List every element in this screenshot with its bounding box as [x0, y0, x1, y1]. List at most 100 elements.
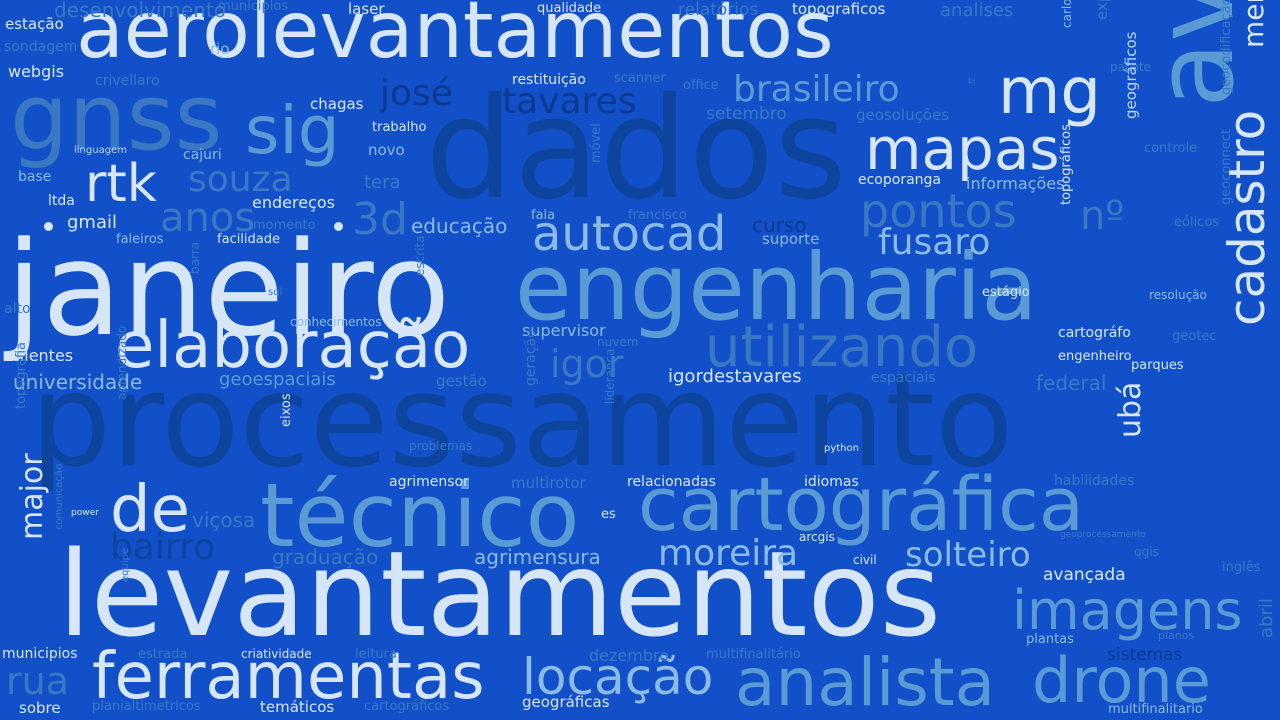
word-topograficos-v: topográficos — [1059, 124, 1074, 205]
word-setembro: setembro — [706, 104, 787, 124]
word-estagio: estágio — [982, 285, 1030, 300]
word-tavares: tavares — [502, 81, 637, 122]
word-arcgis: arcgis — [799, 530, 835, 544]
word-municipios-2: municipios — [2, 646, 78, 662]
word-eolicos: eólicos — [1174, 215, 1220, 230]
word-analises: analises — [940, 0, 1014, 21]
word-comunicacao: comunicação — [54, 463, 65, 530]
word-rio: rio — [210, 40, 230, 58]
word-federal: federal — [1036, 371, 1107, 395]
word-abril: abril — [1256, 598, 1277, 638]
word-ltda: ltda — [48, 193, 75, 209]
word-pacote: pacote — [1110, 60, 1151, 74]
word-relatorios: relatórios — [678, 0, 759, 20]
word-ferramentas: ferramentas — [92, 640, 485, 714]
word-gnss: gnss — [10, 64, 223, 171]
word-tera: tera — [364, 172, 401, 193]
word-equipe: equipe — [120, 547, 131, 582]
word-elaboracao: elaboração — [115, 309, 471, 383]
word-utilizando: utilizando — [705, 315, 979, 380]
word-bi: bi — [968, 76, 976, 85]
word-linguagem: linguagem — [74, 145, 127, 156]
word-espaciais: espaciais — [871, 370, 936, 386]
word-brasileiro: brasileiro — [733, 69, 900, 110]
word-habilidades: habilidades — [1054, 473, 1135, 489]
word-restituicao: restituição — [512, 72, 586, 88]
word-universidade: universidade — [13, 370, 143, 394]
word-geoespaciais: geoespaciais — [219, 369, 336, 390]
word-rua: rua — [6, 659, 69, 703]
word-sig: sig — [245, 92, 340, 169]
word-movel: móvel — [589, 123, 604, 163]
word-engenharia: engenharia — [515, 234, 1038, 341]
word-educacao: educação — [411, 214, 508, 238]
word-crivellaro: crivellaro — [95, 73, 160, 89]
word-dezembro: dezembro — [589, 646, 669, 665]
word-cartografica: cartográfica — [638, 462, 1085, 548]
word-tematicos: temáticos — [260, 698, 335, 716]
word-desenvolvimento: desenvolvimento — [54, 0, 226, 22]
dot-marker — [334, 222, 343, 231]
word-locacao: locação — [522, 648, 714, 706]
word-bairro: bairro — [110, 527, 216, 568]
word-carlos: carlos — [1060, 0, 1074, 28]
word-planialtimetricos: planialtimetricos — [92, 699, 201, 714]
word-faleiros: faleiros — [116, 232, 164, 247]
word-cartografo: cartográfo — [1058, 325, 1131, 341]
word-multifinalitario-acc: multifinalitário — [706, 647, 801, 662]
word-relacionadas: relacionadas — [627, 474, 716, 490]
word-resolucao: resolução — [1149, 288, 1207, 302]
word-plantas: plantas — [1026, 632, 1074, 647]
word-uba: ubá — [1113, 381, 1148, 438]
word-webgis: webgis — [8, 62, 65, 81]
word-tecnico: técnico — [260, 464, 580, 567]
dot-marker — [44, 222, 53, 231]
word-suporte: suporte — [762, 230, 820, 248]
word-experiencia: experiência — [1093, 0, 1111, 20]
word-3d: 3d — [352, 194, 408, 245]
word-geoprocessamento: geoprocessamento — [1060, 530, 1146, 540]
word-souza: souza — [188, 159, 293, 200]
word-aprendizado: aprendizado — [115, 325, 129, 400]
word-nuvem: nuvem — [597, 335, 639, 349]
word-leitura: leitura — [355, 647, 397, 662]
word-lideranca: liderança — [603, 348, 617, 404]
word-enderecos: endereços — [252, 193, 335, 212]
word-rtk: rtk — [85, 154, 157, 214]
word-geracao: geração — [523, 329, 539, 386]
word-avancada: avançada — [1043, 565, 1126, 585]
word-de: de — [110, 473, 190, 547]
word-es: es — [601, 507, 616, 522]
word-igor: igor — [550, 342, 624, 386]
word-escrita: escrita — [413, 235, 427, 276]
word-laser: laser — [348, 0, 385, 18]
word-topograficos: topograficos — [792, 0, 886, 18]
word-estacao: estação — [5, 15, 64, 33]
word-curso: curso — [752, 213, 807, 237]
word-controle: controle — [1144, 141, 1198, 156]
word-jose: josé — [380, 73, 453, 114]
word-fusaro: fusaro — [878, 222, 991, 263]
word-sistemas: sistemas — [1107, 645, 1183, 665]
word-mapas: mapas — [865, 115, 1060, 183]
word-problemas: problemas — [409, 439, 473, 453]
word-sobre: sobre — [19, 699, 61, 717]
word-analista: analista — [735, 644, 996, 720]
word-drone: drone — [1032, 644, 1211, 717]
word-cartograficos: cartográficos — [364, 699, 450, 714]
word-processamento: processamento — [30, 347, 1014, 496]
word-sql: sql — [268, 287, 283, 298]
word-autocad: autocad — [532, 206, 727, 262]
word-fala: fala — [531, 208, 556, 223]
word-mendes: mendes — [1237, 0, 1270, 48]
word-gestao: gestão — [436, 372, 487, 390]
word-n: nº — [1080, 193, 1125, 239]
word-geocodificacao: geocodificação — [1219, 0, 1234, 95]
word-moreira: moreira — [658, 533, 799, 574]
word-janeiro: janeiro — [6, 213, 451, 365]
word-agrimensor: agrimensor — [389, 474, 469, 490]
word-solteiro: solteiro — [905, 535, 1031, 575]
word-novo: novo — [368, 141, 405, 159]
word-geograficas: geográficas — [522, 693, 610, 711]
word-supervisor: supervisor — [522, 321, 606, 340]
